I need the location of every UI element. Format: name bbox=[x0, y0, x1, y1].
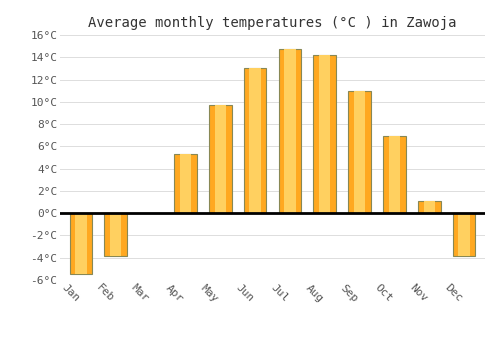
Bar bbox=[110, 213, 122, 256]
Bar bbox=[278, 49, 301, 213]
Bar bbox=[250, 68, 260, 213]
Bar bbox=[418, 201, 440, 213]
Bar bbox=[244, 68, 266, 213]
Bar bbox=[75, 213, 86, 274]
Bar bbox=[354, 91, 366, 213]
Bar bbox=[424, 201, 435, 213]
Bar bbox=[314, 55, 336, 213]
Bar bbox=[104, 213, 127, 256]
Bar bbox=[383, 136, 406, 213]
Bar bbox=[209, 105, 232, 213]
Bar bbox=[214, 105, 226, 213]
Bar bbox=[348, 91, 371, 213]
Bar bbox=[70, 213, 92, 274]
Bar bbox=[453, 213, 475, 256]
Bar bbox=[458, 213, 470, 256]
Bar bbox=[174, 154, 197, 213]
Bar bbox=[284, 49, 296, 213]
Bar bbox=[389, 136, 400, 213]
Bar bbox=[180, 154, 191, 213]
Title: Average monthly temperatures (°C ) in Zawoja: Average monthly temperatures (°C ) in Za… bbox=[88, 16, 457, 30]
Bar bbox=[319, 55, 330, 213]
